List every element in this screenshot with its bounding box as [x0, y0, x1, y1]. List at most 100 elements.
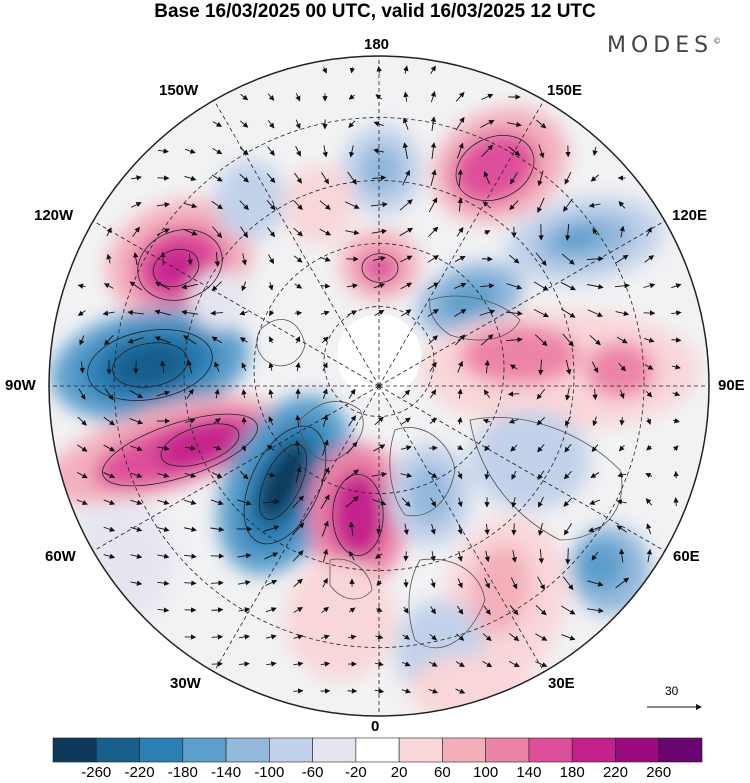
wind-vector — [483, 605, 491, 616]
wind-vector — [160, 251, 166, 266]
wind-vector — [562, 333, 574, 347]
wind-vector — [376, 524, 382, 535]
meridian-line — [213, 385, 380, 672]
wind-vector — [589, 335, 601, 346]
wind-vector — [430, 169, 437, 186]
wind-vector — [457, 550, 463, 562]
wind-vector — [561, 634, 576, 641]
wind-vector — [319, 200, 331, 210]
wind-vector — [563, 471, 572, 480]
wind-vector — [376, 606, 383, 612]
wind-vector — [103, 283, 114, 289]
wind-vector — [538, 496, 544, 508]
wind-vector — [184, 553, 197, 559]
wind-vector — [293, 255, 303, 263]
wind-vector — [106, 227, 112, 237]
wind-vector — [373, 283, 386, 289]
wind-vector — [403, 551, 409, 562]
wind-vector — [186, 359, 193, 374]
wind-vector — [430, 142, 437, 159]
wind-vector — [240, 93, 249, 101]
wind-vector — [295, 93, 301, 102]
colorbar-swatch — [225, 737, 270, 763]
wind-vector — [429, 389, 437, 399]
wind-vector — [293, 227, 303, 237]
anomaly-patch — [408, 465, 452, 525]
wind-vector — [400, 282, 413, 290]
wind-vector — [293, 578, 303, 588]
wind-vector — [348, 634, 357, 640]
wind-vector — [212, 445, 222, 451]
wind-vector — [507, 121, 522, 128]
wind-vector — [347, 171, 357, 185]
wind-vector — [402, 634, 411, 640]
wind-vector — [374, 416, 384, 426]
wind-vector — [482, 418, 491, 424]
meridian-line — [378, 385, 545, 672]
wind-vector — [130, 202, 142, 208]
wind-vector — [456, 633, 465, 641]
anomaly-patch — [285, 165, 355, 245]
wind-vector — [427, 255, 439, 263]
wind-vector — [455, 688, 466, 694]
wind-vector — [457, 524, 463, 535]
wind-vector — [184, 175, 197, 181]
wind-vector — [239, 310, 249, 316]
wind-vector — [157, 148, 169, 154]
wind-vector — [320, 634, 330, 640]
wind-vector — [347, 310, 358, 316]
wind-vector — [133, 252, 139, 266]
wind-vector — [430, 523, 436, 535]
wind-vector — [210, 499, 224, 506]
wind-vector — [483, 389, 491, 399]
wind-vector — [430, 116, 437, 131]
anomaly-patch — [360, 145, 404, 195]
wind-vector — [430, 578, 436, 589]
wind-vector — [293, 634, 304, 640]
wind-vector — [619, 417, 625, 426]
wind-vector — [268, 282, 274, 291]
colorbar-swatch — [398, 737, 443, 763]
lat-lon-grid — [49, 56, 709, 716]
wind-vector — [129, 418, 144, 425]
wind-vector — [266, 444, 275, 451]
wind-vector — [537, 170, 544, 187]
wind-vector — [562, 576, 574, 591]
wind-vector — [457, 197, 463, 212]
wind-vector — [457, 471, 463, 480]
lon-label-30w: 30W — [170, 675, 201, 692]
wind-vector — [211, 634, 224, 640]
wind-vector — [538, 359, 544, 376]
lon-label-90w: 90W — [5, 377, 36, 394]
wind-vector — [563, 523, 572, 536]
wind-vector — [375, 94, 383, 100]
wind-vector — [267, 119, 275, 129]
wind-vector — [268, 388, 274, 399]
wind-vector — [157, 553, 170, 559]
wind-vector — [265, 607, 277, 613]
wind-vector — [156, 202, 171, 208]
wind-vector — [345, 496, 359, 508]
wind-vector — [130, 472, 143, 479]
coastline — [299, 401, 364, 462]
wind-vector — [587, 607, 604, 614]
wind-vector — [643, 283, 656, 289]
colorbar-tick-label: -100 — [254, 764, 285, 781]
wind-vector — [537, 197, 545, 213]
wind-vector — [565, 388, 571, 401]
wind-vector — [267, 93, 275, 101]
wind-vector — [210, 310, 223, 316]
wind-vector — [240, 444, 246, 452]
wind-vector — [267, 146, 275, 156]
meridian-line — [93, 385, 380, 552]
wind-vector — [268, 254, 274, 265]
wind-vector — [321, 606, 330, 614]
wind-vector — [349, 67, 355, 74]
wind-vector — [265, 579, 278, 586]
wind-vector — [319, 228, 332, 236]
wind-vector — [187, 253, 193, 266]
wind-vector — [592, 146, 598, 156]
wind-vector — [373, 444, 386, 452]
meridian-line — [378, 385, 665, 552]
